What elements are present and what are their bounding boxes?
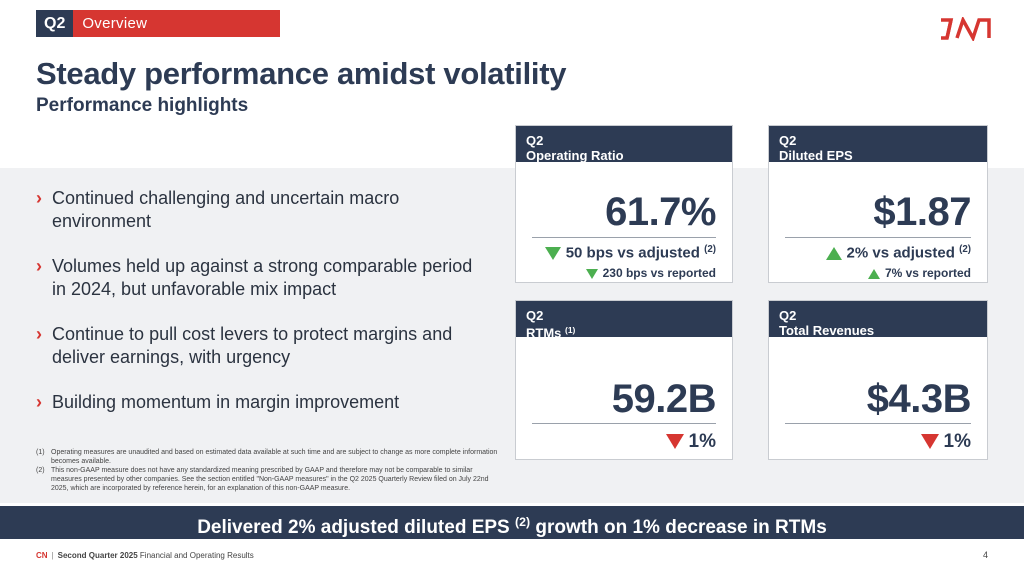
section-tag-label: Overview xyxy=(73,10,281,37)
card-value: 61.7% xyxy=(605,190,716,234)
card-quarter: Q2 xyxy=(779,308,797,323)
card-change-primary: 2% vs adjusted (2) xyxy=(825,244,971,261)
card-change-secondary: 230 bps vs reported xyxy=(585,266,716,280)
highlights-list: › Continued challenging and uncertain mac… xyxy=(36,187,476,436)
total-revenues-card: Q2 Total Revenues $4.3B 1% xyxy=(768,300,988,460)
footer-period: Second Quarter 2025 xyxy=(57,551,138,560)
footnote-text: This non-GAAP measure does not have any … xyxy=(51,467,489,492)
footer: CN | Second Quarter 2025 Financial and Ope… xyxy=(36,551,254,560)
rtms-card: Q2 RTMs (1) 59.2B 1% xyxy=(515,300,733,460)
chevron-right-icon: › xyxy=(36,324,42,344)
footnote-text: Operating measures are unaudited and bas… xyxy=(51,449,498,465)
card-label: Diluted EPS xyxy=(779,148,853,163)
summary-banner: Delivered 2% adjusted diluted EPS (2) gr… xyxy=(0,506,1024,539)
card-label: Operating Ratio xyxy=(526,148,624,163)
triangle-down-red-icon xyxy=(920,434,939,450)
section-tag: Q2 Overview xyxy=(36,10,281,37)
section-tag-quarter: Q2 xyxy=(36,10,74,37)
footnote-number: (1) xyxy=(36,449,45,456)
triangle-up-green-icon xyxy=(825,246,842,260)
triangle-down-red-icon xyxy=(665,434,684,450)
page-title: Steady performance amidst volatility xyxy=(36,56,567,91)
card-label-row: RTMs (1) xyxy=(526,325,576,341)
cn-logo xyxy=(941,17,991,41)
diluted-eps-card: Q2 Diluted EPS $1.87 2% vs adjusted (2) … xyxy=(768,125,988,283)
card-header: Q2 Total Revenues xyxy=(769,301,987,338)
card-label: Total Revenues xyxy=(779,323,875,338)
card-change-primary: 1% xyxy=(920,431,971,453)
card-header: Q2 Operating Ratio xyxy=(516,126,732,163)
list-item: › Building momentum in margin improvement xyxy=(36,392,400,412)
operating-ratio-card: Q2 Operating Ratio 61.7% 50 bps vs adjus… xyxy=(515,125,733,283)
divider xyxy=(785,237,971,238)
divider xyxy=(785,423,971,424)
footer-separator: | xyxy=(51,551,54,560)
chevron-right-icon: › xyxy=(36,256,42,276)
card-quarter: Q2 xyxy=(526,133,544,148)
card-value: 59.2B xyxy=(611,377,717,421)
page-number: 4 xyxy=(982,550,988,560)
card-header: Q2 Diluted EPS xyxy=(769,126,987,163)
footnote: (1) Operating measures are unaudited and… xyxy=(36,448,498,466)
card-change-secondary: 7% vs reported xyxy=(867,266,971,280)
list-item: › Continue to pull cost levers to protect… xyxy=(36,324,453,367)
footnotes: (1) Operating measures are unaudited and… xyxy=(36,448,498,493)
card-value: $1.87 xyxy=(873,190,971,234)
list-item: › Volumes held up against a strong compar… xyxy=(36,256,473,299)
card-quarter: Q2 xyxy=(779,133,797,148)
footer-brand: CN xyxy=(36,551,48,560)
card-label: RTMs xyxy=(526,325,562,341)
card-quarter: Q2 xyxy=(526,308,544,323)
list-item: › Continued challenging and uncertain mac… xyxy=(36,188,400,231)
chevron-right-icon: › xyxy=(36,188,42,208)
card-value: $4.3B xyxy=(866,377,972,421)
triangle-down-green-icon xyxy=(544,246,561,260)
card-change-primary: 1% xyxy=(665,431,716,453)
divider xyxy=(532,237,716,238)
triangle-up-green-icon xyxy=(867,268,880,279)
card-change-primary: 50 bps vs adjusted (2) xyxy=(544,244,716,261)
divider xyxy=(532,423,716,424)
chevron-right-icon: › xyxy=(36,392,42,412)
card-header: Q2 RTMs (1) xyxy=(516,301,732,341)
triangle-down-green-icon xyxy=(585,268,598,279)
page-subtitle: Performance highlights xyxy=(36,95,249,116)
footer-text: Financial and Operating Results xyxy=(139,551,254,560)
footnote-number: (2) xyxy=(36,467,45,474)
footnote: (2) This non-GAAP measure does not have … xyxy=(36,466,498,493)
